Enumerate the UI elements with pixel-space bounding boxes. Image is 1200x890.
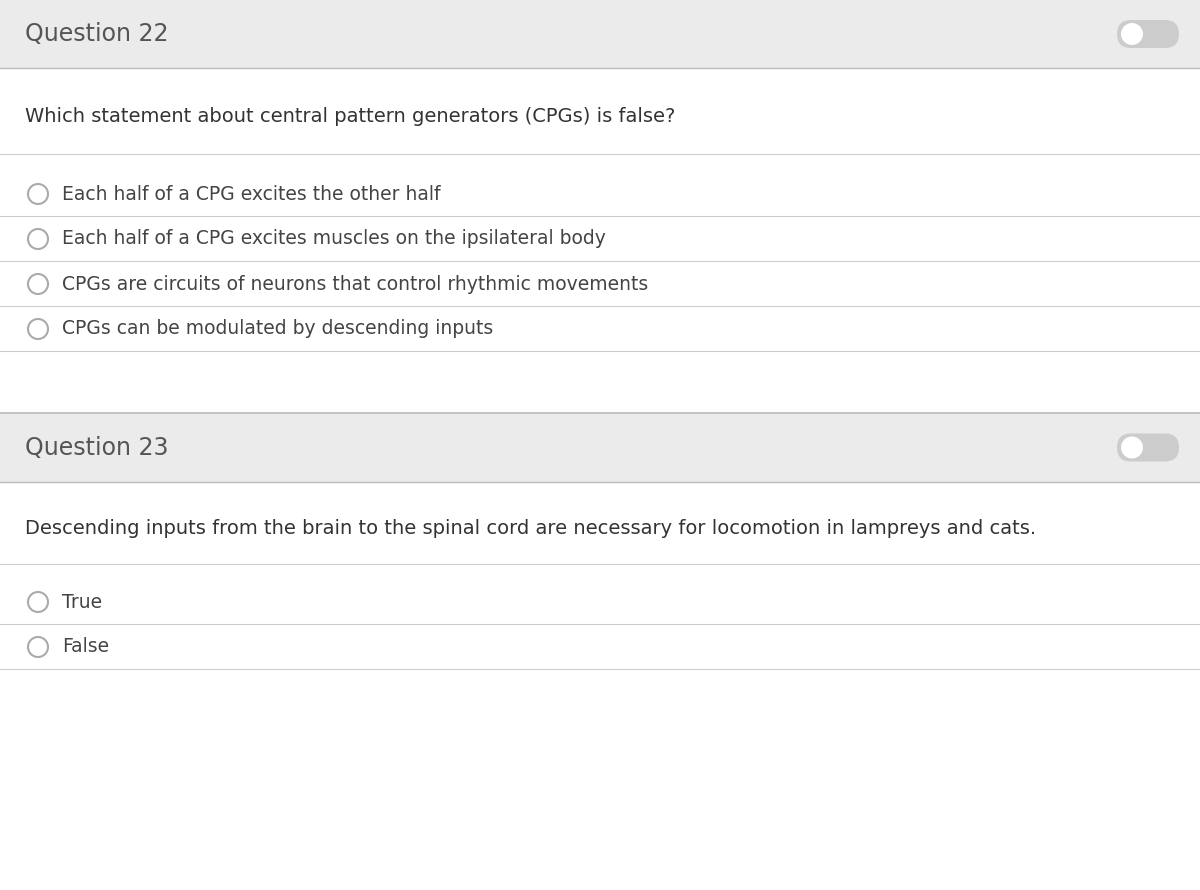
FancyBboxPatch shape [1117,20,1178,48]
Circle shape [1121,23,1142,45]
FancyBboxPatch shape [0,68,1200,890]
Text: Question 22: Question 22 [25,22,168,46]
FancyBboxPatch shape [0,0,1200,68]
Text: CPGs can be modulated by descending inputs: CPGs can be modulated by descending inpu… [62,320,493,338]
FancyBboxPatch shape [1117,433,1178,462]
Text: Which statement about central pattern generators (CPGs) is false?: Which statement about central pattern ge… [25,107,676,125]
Text: Each half of a CPG excites muscles on the ipsilateral body: Each half of a CPG excites muscles on th… [62,230,606,248]
Text: False: False [62,637,109,657]
FancyBboxPatch shape [0,482,1200,890]
Text: Question 23: Question 23 [25,435,168,459]
Text: Descending inputs from the brain to the spinal cord are necessary for locomotion: Descending inputs from the brain to the … [25,519,1036,538]
Circle shape [1121,436,1142,458]
Text: Each half of a CPG excites the other half: Each half of a CPG excites the other hal… [62,184,440,204]
FancyBboxPatch shape [0,413,1200,482]
Text: CPGs are circuits of neurons that control rhythmic movements: CPGs are circuits of neurons that contro… [62,274,648,294]
Text: True: True [62,593,102,611]
